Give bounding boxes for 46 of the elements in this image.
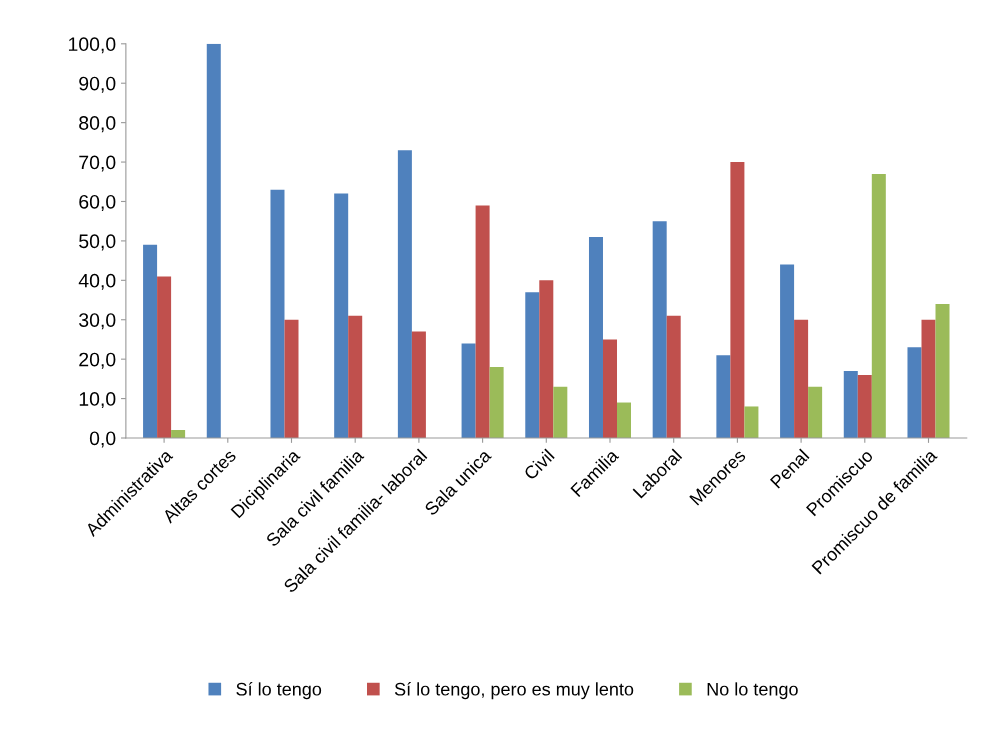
y-tick-label: 40,0 <box>78 273 116 290</box>
y-tick-label: 70,0 <box>79 155 116 172</box>
bar <box>602 339 617 438</box>
y-tick-label: 60,0 <box>79 194 116 212</box>
bar <box>666 315 681 438</box>
y-tick-label: 100,0 <box>68 37 116 54</box>
bar <box>716 355 731 438</box>
legend-label: Sí lo tengo <box>236 682 322 700</box>
bar <box>411 331 426 438</box>
bar <box>744 406 759 438</box>
bar <box>617 402 632 438</box>
bar <box>935 303 950 438</box>
bar <box>397 150 412 438</box>
bar <box>539 280 554 438</box>
legend-label: No lo tengo <box>707 682 798 700</box>
bar <box>284 319 299 438</box>
y-tick-label: 90,0 <box>79 76 116 93</box>
bar <box>475 205 490 438</box>
y-tick-label: 80,0 <box>79 116 116 133</box>
bar <box>907 347 922 438</box>
bar <box>553 386 568 438</box>
bar <box>652 221 667 438</box>
bar <box>871 173 886 438</box>
bar <box>461 343 476 438</box>
y-tick-label: 50,0 <box>79 234 116 251</box>
bar <box>489 367 504 438</box>
y-tick-label: 10,0 <box>79 392 116 409</box>
bar <box>921 319 936 438</box>
bar <box>857 374 872 438</box>
bar <box>270 189 285 438</box>
y-tick-label: 20,0 <box>79 352 116 369</box>
bar <box>157 276 172 438</box>
bar <box>334 193 349 438</box>
bar <box>780 264 795 438</box>
bar <box>588 236 603 438</box>
bar <box>808 386 823 438</box>
legend-label: Sí lo tengo, pero es muy lento <box>394 682 634 700</box>
bar <box>525 292 540 438</box>
bar <box>143 244 158 438</box>
y-tick-label: 0,0 <box>89 431 116 448</box>
bar <box>348 315 363 438</box>
bar <box>730 162 745 438</box>
bar <box>794 319 809 438</box>
y-tick-label: 30,0 <box>79 313 116 330</box>
bar <box>206 43 221 438</box>
bar <box>843 370 858 438</box>
